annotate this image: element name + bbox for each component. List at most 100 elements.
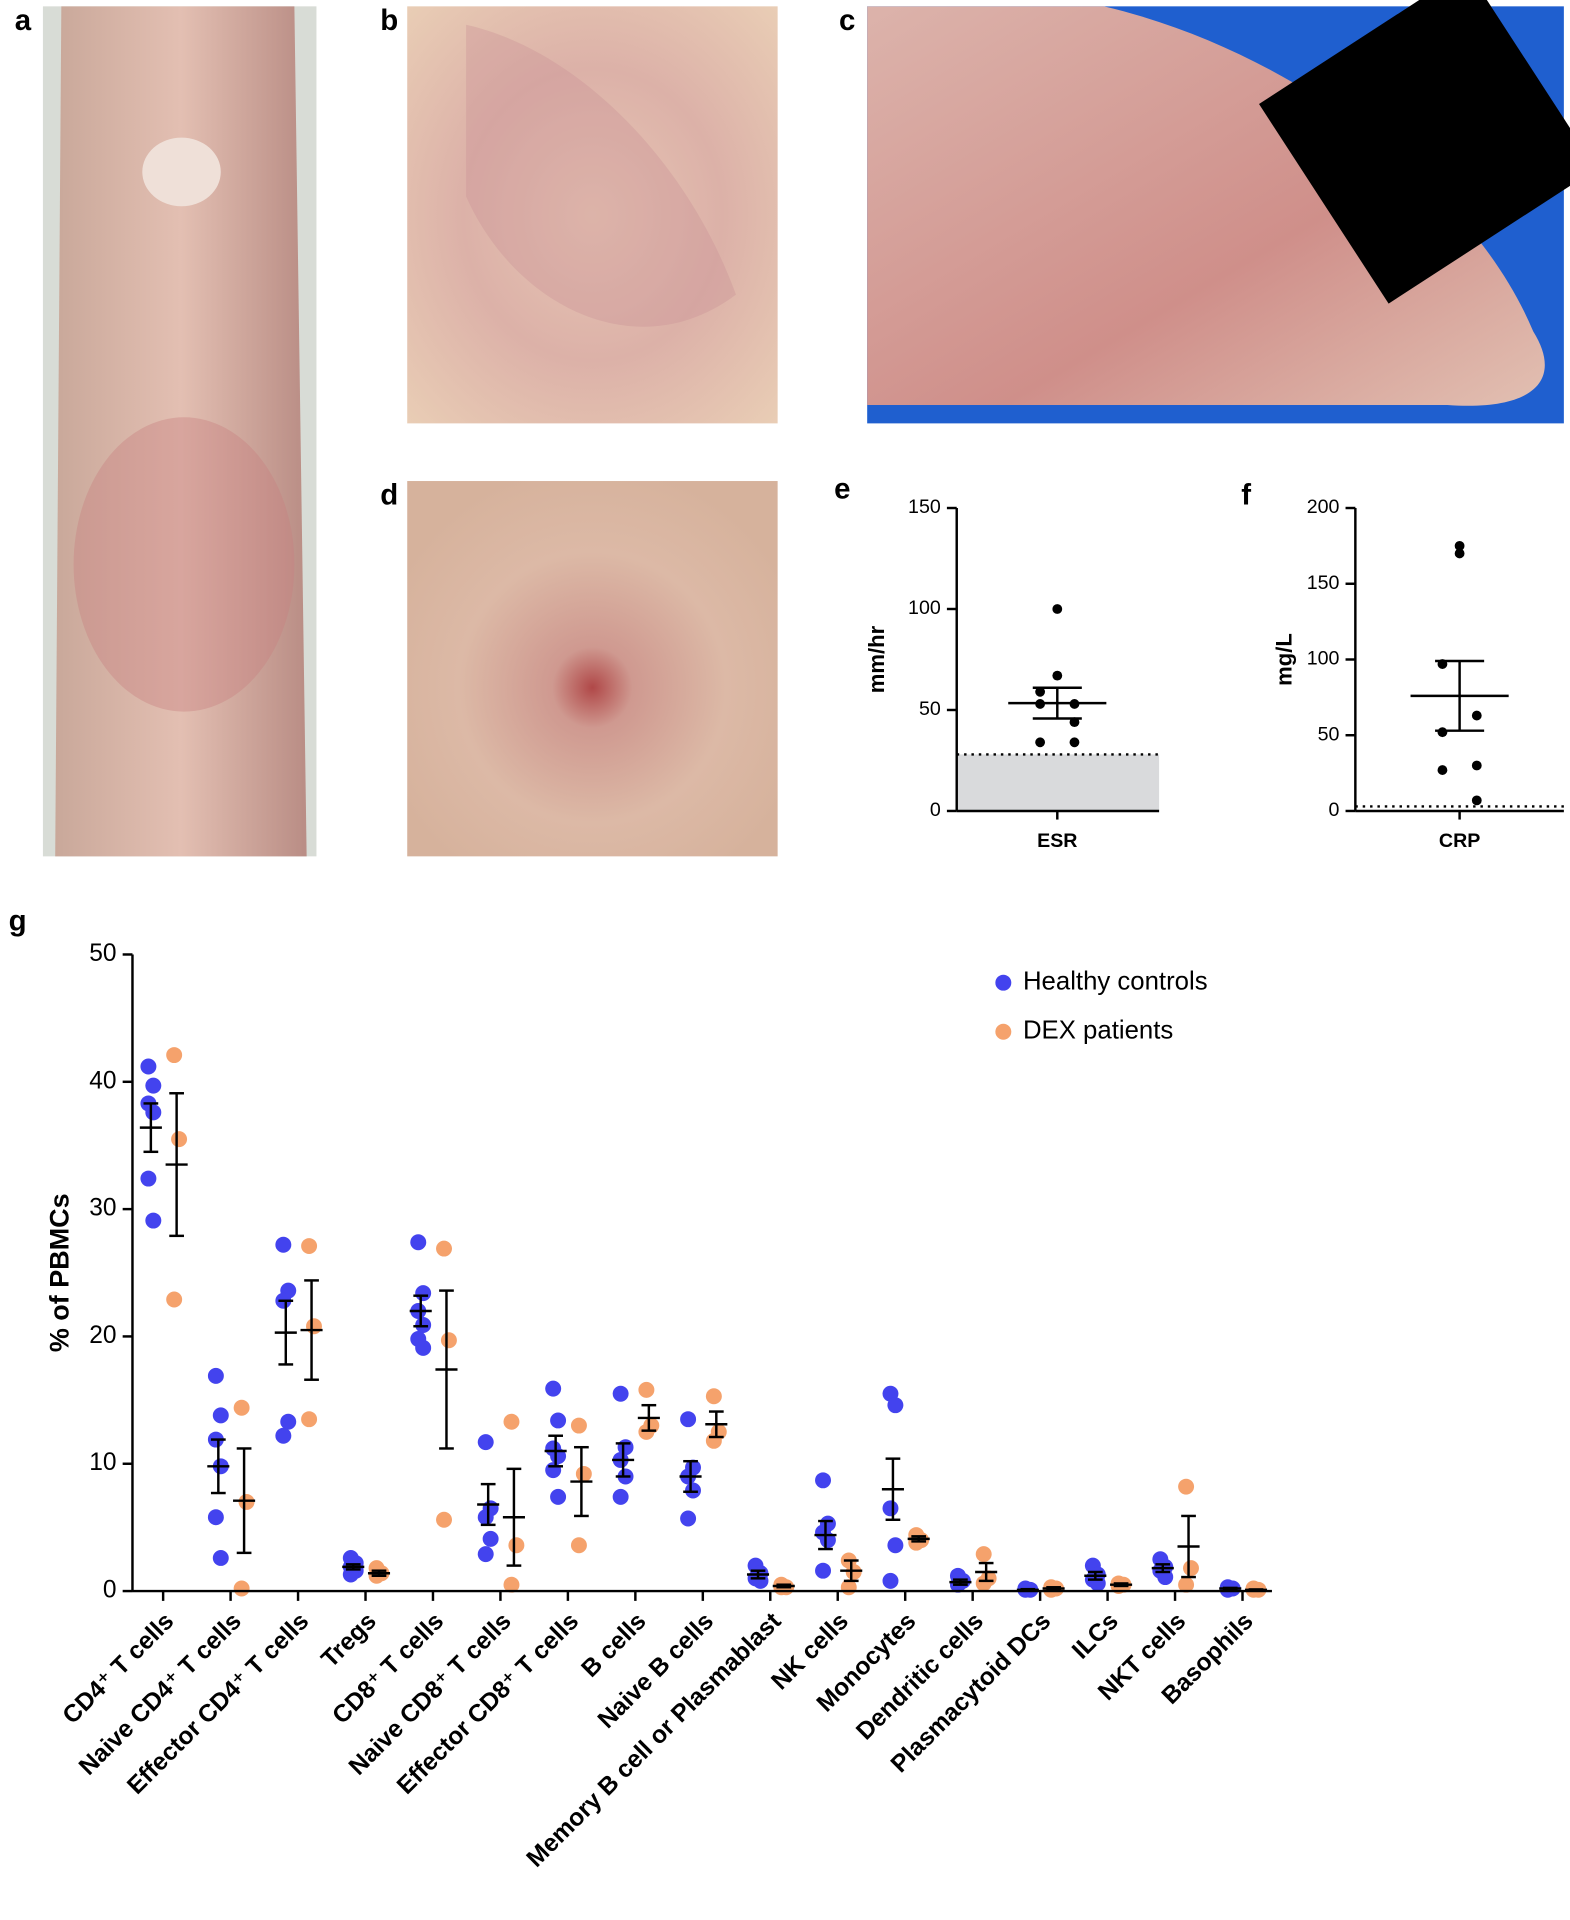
point [1471,710,1482,721]
y-tick-label: 0 [1329,799,1340,821]
point [680,1411,697,1428]
x-tick-label: ILCs [1067,1608,1124,1665]
point [752,1572,769,1589]
y-tick-label: 100 [908,597,941,619]
point [1035,686,1046,697]
point [1178,1576,1195,1593]
point [1471,760,1482,771]
point [301,1238,318,1255]
point [815,1562,831,1579]
point [436,1240,452,1257]
point [685,1482,701,1499]
y-tick-label: 50 [919,698,941,720]
point [1052,670,1063,681]
point [550,1412,567,1429]
y-tick-label: 150 [1307,572,1340,594]
point [815,1472,831,1489]
photo-d [407,481,778,857]
point [887,1397,904,1414]
point [440,1332,457,1349]
y-tick-label: 100 [1307,648,1340,670]
point [1178,1478,1195,1495]
point [415,1317,432,1333]
point [638,1381,655,1398]
point [705,1388,722,1405]
point [975,1575,992,1592]
point [166,1291,183,1308]
point [280,1413,297,1430]
panel-label: b [380,4,398,37]
point [575,1465,592,1482]
point [207,1509,224,1526]
point [140,1170,157,1187]
point [550,1488,567,1505]
y-tick-label: 50 [1318,723,1340,745]
point [882,1572,899,1589]
point [145,1212,162,1229]
y-axis-label: mm/hr [864,625,889,693]
point [503,1576,520,1593]
point [145,1104,162,1121]
point [1069,737,1080,748]
panel-label: f [1241,479,1251,512]
point [1437,765,1448,775]
point [845,1563,862,1580]
point [477,1546,494,1563]
reference-range [957,754,1160,811]
point [975,1546,992,1563]
point [233,1399,250,1416]
legend-marker [995,1023,1012,1040]
y-tick-label: 40 [89,1067,116,1094]
y-tick-label: 30 [89,1195,116,1222]
point [140,1058,157,1075]
y-axis-label: % of PBMCs [44,1193,74,1352]
y-tick-label: 0 [103,1577,117,1604]
point [680,1510,697,1527]
point [545,1462,562,1479]
panel-label: g [9,904,27,937]
point [1454,548,1465,559]
y-tick-label: 50 [89,940,116,967]
point [482,1530,499,1547]
point [410,1234,427,1251]
point [612,1385,629,1402]
point [171,1131,188,1148]
reference-range [1356,806,1564,811]
point [1089,1575,1106,1592]
point [233,1580,250,1597]
point [503,1413,520,1430]
photo-c [867,0,1570,424]
point [415,1339,432,1356]
point [545,1380,562,1397]
point [275,1236,292,1253]
point [306,1318,322,1335]
point [207,1367,224,1384]
point [212,1549,229,1566]
panel-label: d [380,479,398,512]
point [1437,727,1448,738]
point [1183,1560,1199,1577]
point [705,1432,722,1449]
y-axis-label: mg/L [1271,633,1296,686]
legend-marker [995,974,1012,991]
panel-label: e [834,473,850,506]
x-tick-label: CRP [1439,830,1480,852]
y-tick-label: 0 [930,799,941,821]
point [887,1537,904,1554]
point [477,1509,494,1526]
point [275,1427,292,1444]
y-tick-label: 150 [908,496,941,518]
point [166,1047,183,1064]
point [612,1488,629,1505]
point [508,1537,525,1554]
y-tick-label: 10 [89,1449,116,1476]
point [638,1423,655,1440]
panel-label: a [15,4,32,37]
panel-label: c [839,4,855,37]
y-tick-label: 20 [89,1322,116,1349]
point [570,1537,587,1554]
photo-a [42,6,317,857]
point [1454,540,1465,551]
legend-label: Healthy controls [1023,967,1208,995]
